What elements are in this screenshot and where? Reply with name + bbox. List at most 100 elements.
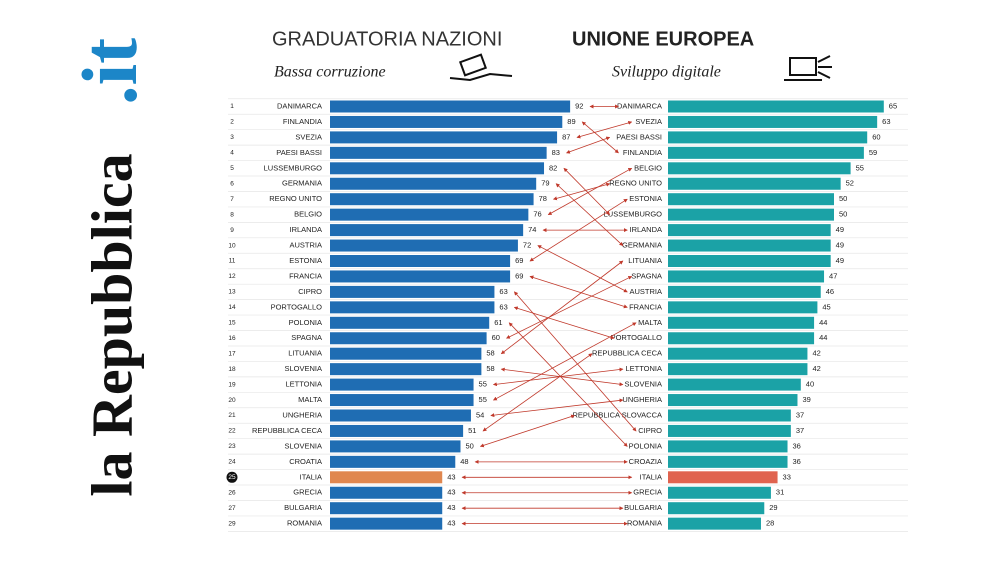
rank: 13 bbox=[228, 289, 236, 296]
rank: 29 bbox=[228, 520, 236, 527]
value-label: 76 bbox=[533, 210, 541, 219]
rank: 26 bbox=[228, 489, 236, 496]
bar bbox=[668, 502, 765, 515]
connector-arrow bbox=[506, 276, 633, 339]
bar bbox=[668, 115, 878, 128]
value-label: 28 bbox=[766, 519, 774, 528]
rank-badge bbox=[226, 471, 238, 483]
value-label: 52 bbox=[846, 179, 854, 188]
country: UNGHERIA bbox=[622, 395, 662, 404]
connector-arrow bbox=[508, 322, 628, 447]
value-label: 36 bbox=[793, 457, 801, 466]
country: ROMANIA bbox=[627, 519, 662, 528]
bar bbox=[330, 285, 495, 298]
bar bbox=[330, 301, 495, 314]
connector-arrow bbox=[513, 306, 615, 340]
bar bbox=[330, 270, 511, 283]
bar bbox=[668, 409, 791, 422]
rank: 21 bbox=[228, 412, 236, 419]
value-label: 50 bbox=[839, 194, 847, 203]
country: GRECIA bbox=[633, 488, 662, 497]
country: LETTONIA bbox=[625, 364, 662, 373]
country: LUSSEMBURGO bbox=[264, 163, 323, 172]
bar bbox=[330, 394, 474, 407]
value-label: 89 bbox=[567, 117, 575, 126]
logo-name: la Repubblica bbox=[79, 153, 144, 496]
country: LITUANIA bbox=[288, 349, 322, 358]
country: DANIMARCA bbox=[617, 101, 662, 110]
value-label: 42 bbox=[812, 364, 820, 373]
rank: 16 bbox=[228, 335, 236, 342]
bar bbox=[330, 471, 443, 484]
country: SVEZIA bbox=[635, 117, 662, 126]
country: PAESI BASSI bbox=[276, 148, 322, 157]
country: PAESI BASSI bbox=[616, 132, 662, 141]
value-label: 87 bbox=[562, 132, 570, 141]
rank: 12 bbox=[228, 273, 236, 280]
value-label: 63 bbox=[499, 287, 507, 296]
value-label: 40 bbox=[806, 380, 814, 389]
country: REPUBBLICA SLOVACCA bbox=[573, 410, 662, 419]
value-label: 49 bbox=[836, 256, 844, 265]
rank: 25 bbox=[228, 474, 236, 481]
bar bbox=[668, 224, 831, 237]
rank: 22 bbox=[228, 428, 236, 435]
rank: 23 bbox=[228, 443, 236, 450]
country: CROATIA bbox=[289, 457, 322, 466]
country: BULGARIA bbox=[624, 503, 662, 512]
country: BELGIO bbox=[294, 210, 322, 219]
value-label: 33 bbox=[783, 472, 791, 481]
title-bold: UNIONE EUROPEA bbox=[572, 28, 754, 50]
rank: 4 bbox=[230, 150, 234, 157]
bar bbox=[668, 131, 868, 144]
country: ESTONIA bbox=[629, 194, 662, 203]
country: SLOVENIA bbox=[284, 441, 322, 450]
country: FRANCIA bbox=[289, 271, 322, 280]
bar bbox=[668, 239, 831, 252]
country: MALTA bbox=[638, 318, 662, 327]
rank: 11 bbox=[229, 258, 236, 265]
value-label: 60 bbox=[872, 132, 880, 141]
value-label: 60 bbox=[492, 333, 500, 342]
value-label: 59 bbox=[869, 148, 877, 157]
country: PORTOGALLO bbox=[611, 333, 663, 342]
bar bbox=[668, 517, 761, 530]
bar bbox=[330, 131, 558, 144]
bar bbox=[668, 347, 808, 360]
bar bbox=[330, 146, 547, 159]
bar bbox=[668, 146, 864, 159]
country: CIPRO bbox=[638, 426, 662, 435]
value-label: 51 bbox=[468, 426, 476, 435]
bar bbox=[668, 301, 818, 314]
rank: 7 bbox=[230, 196, 234, 203]
value-label: 55 bbox=[479, 395, 487, 404]
bar bbox=[668, 177, 841, 190]
bar bbox=[330, 239, 518, 252]
value-label: 48 bbox=[460, 457, 468, 466]
bar bbox=[330, 517, 443, 530]
bar bbox=[330, 440, 461, 453]
bar bbox=[330, 502, 443, 515]
country: GERMANIA bbox=[282, 179, 322, 188]
bar bbox=[668, 394, 798, 407]
country: CROAZIA bbox=[629, 457, 662, 466]
bar bbox=[330, 100, 571, 113]
bar bbox=[330, 455, 456, 468]
bar bbox=[330, 409, 471, 422]
value-label: 69 bbox=[515, 256, 523, 265]
value-label: 43 bbox=[447, 503, 455, 512]
value-label: 58 bbox=[486, 364, 494, 373]
bar bbox=[330, 193, 534, 206]
rank: 5 bbox=[230, 165, 234, 172]
country: SPAGNA bbox=[631, 271, 662, 280]
country: GRECIA bbox=[293, 488, 322, 497]
country: LUSSEMBURGO bbox=[604, 210, 663, 219]
bar bbox=[330, 224, 524, 237]
bar bbox=[330, 255, 511, 267]
value-label: 50 bbox=[466, 441, 474, 450]
value-label: 55 bbox=[479, 380, 487, 389]
value-label: 50 bbox=[839, 210, 847, 219]
bar bbox=[668, 440, 788, 453]
bar bbox=[668, 193, 834, 206]
